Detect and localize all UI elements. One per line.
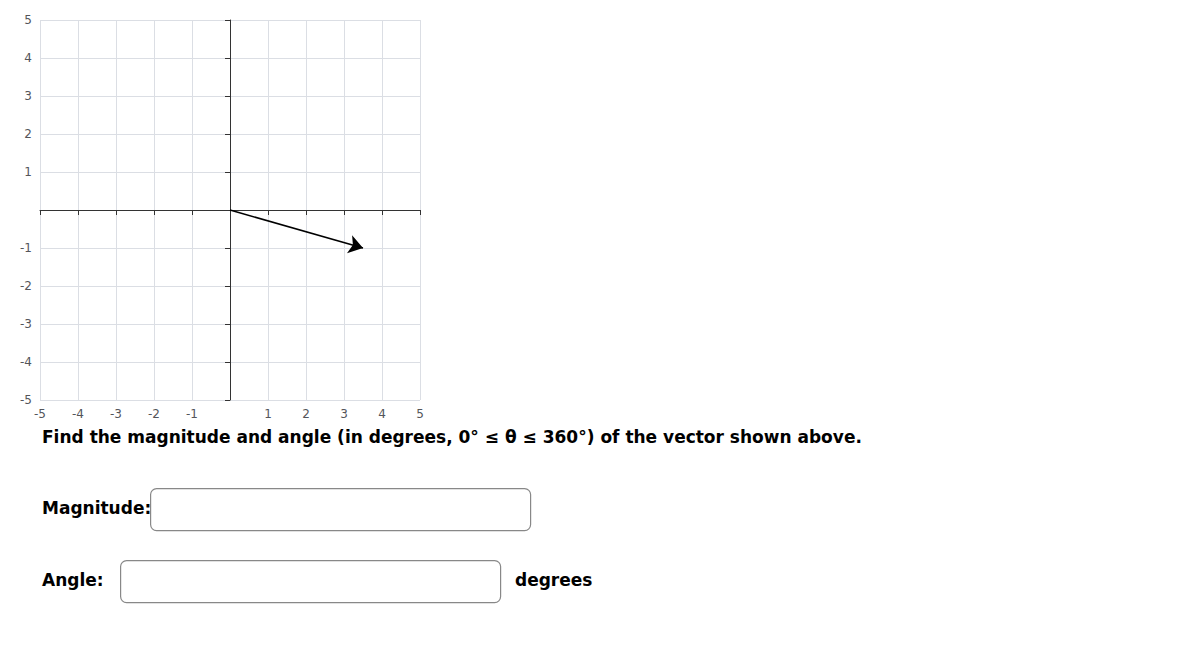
svg-text:2: 2 — [24, 127, 32, 141]
svg-text:-2: -2 — [148, 407, 160, 421]
svg-text:Angle:: Angle: — [42, 570, 104, 590]
svg-text:Find the magnitude and angle (: Find the magnitude and angle (in degrees… — [42, 427, 862, 447]
svg-text:-5: -5 — [34, 407, 46, 421]
svg-text:3: 3 — [24, 89, 32, 103]
svg-text:1: 1 — [24, 165, 32, 179]
svg-text:-5: -5 — [20, 393, 32, 407]
svg-text:-4: -4 — [72, 407, 84, 421]
svg-text:-1: -1 — [20, 241, 32, 255]
svg-text:5: 5 — [24, 13, 32, 27]
svg-text:4: 4 — [24, 51, 32, 65]
svg-text:-3: -3 — [110, 407, 122, 421]
svg-text:Magnitude:: Magnitude: — [42, 498, 151, 518]
svg-text:-3: -3 — [20, 317, 32, 331]
svg-text:3: 3 — [340, 407, 348, 421]
svg-text:5: 5 — [416, 407, 424, 421]
svg-text:-4: -4 — [20, 355, 32, 369]
svg-text:1: 1 — [264, 407, 272, 421]
svg-text:-2: -2 — [20, 279, 32, 293]
svg-text:-1: -1 — [186, 407, 198, 421]
svg-text:2: 2 — [302, 407, 310, 421]
svg-text:4: 4 — [378, 407, 386, 421]
svg-text:degrees: degrees — [515, 570, 592, 590]
